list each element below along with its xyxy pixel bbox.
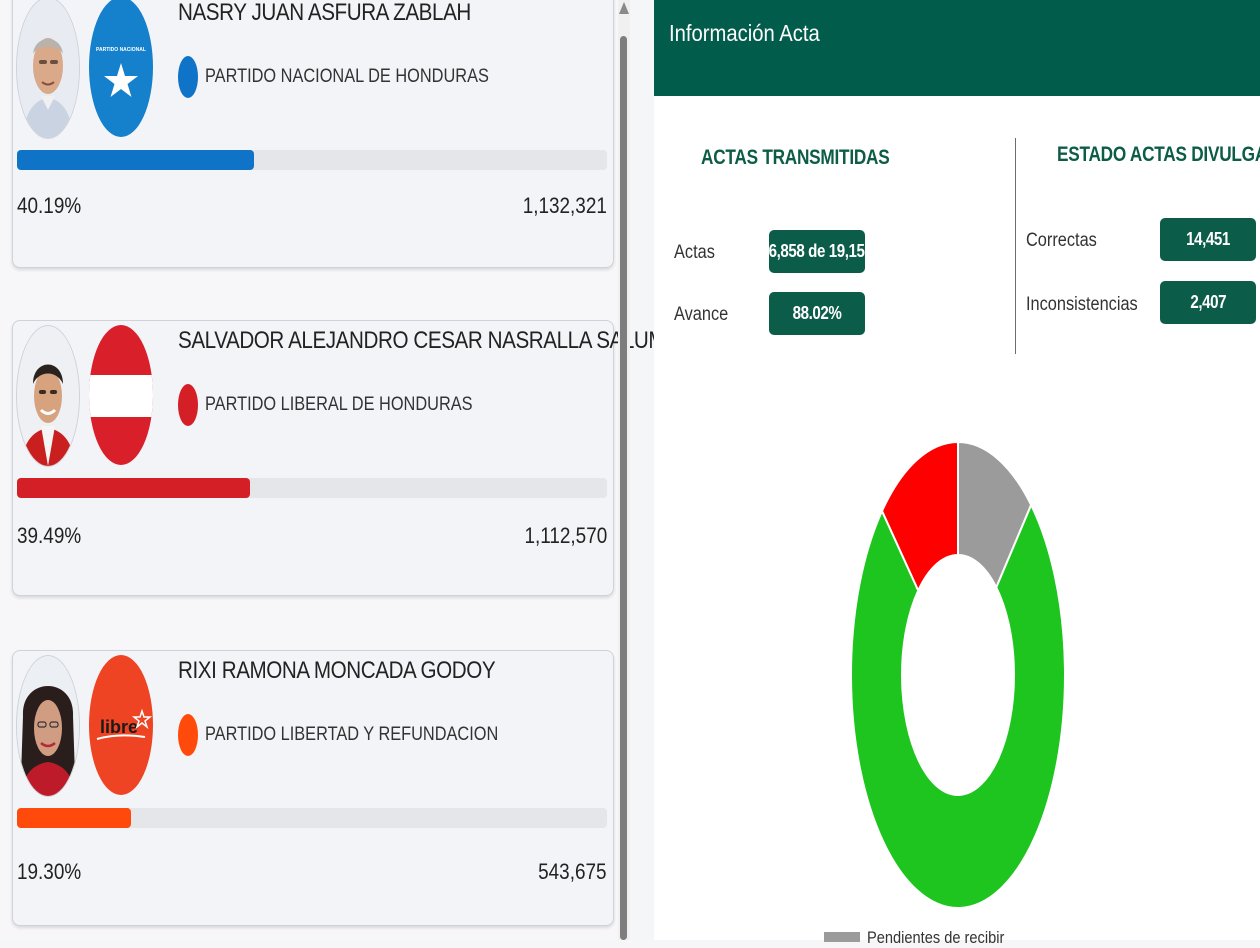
party-logo-libre: libre xyxy=(89,655,153,795)
vote-progress-fill xyxy=(17,478,250,498)
actas-label: Actas xyxy=(674,242,715,263)
correctas-value-badge: 14,451 xyxy=(1160,218,1256,261)
candidate-name: RIXI RAMONA MONCADA GODOY xyxy=(178,657,496,684)
scrollbar[interactable] xyxy=(618,0,630,940)
vote-progress-bar xyxy=(17,808,607,828)
actas-transmitidas-title: ACTAS TRANSMITIDAS xyxy=(701,146,890,169)
vote-percent: 39.49% xyxy=(17,523,82,548)
vote-percent: 19.30% xyxy=(17,859,82,884)
candidate-photo xyxy=(16,655,80,797)
scroll-up-arrow-icon[interactable] xyxy=(619,2,629,14)
candidate-name: NASRY JUAN ASFURA ZABLAH xyxy=(178,0,471,26)
candidate-portrait-icon xyxy=(17,326,79,466)
libre-logo-icon: libre xyxy=(89,655,153,795)
vote-progress-bar xyxy=(17,478,607,498)
avance-label: Avance xyxy=(674,304,729,325)
correctas-value: 14,451 xyxy=(1186,229,1230,249)
actas-value: 16,858 de 19,152 xyxy=(761,241,873,261)
info-acta-panel: Información Acta ACTAS TRANSMITIDAS Acta… xyxy=(654,0,1260,947)
flag-logo-icon xyxy=(89,325,153,465)
party-name: PARTIDO LIBERTAD Y REFUNDACION xyxy=(205,724,499,745)
legend-label-pendientes: Pendientes de recibir xyxy=(867,928,1005,947)
party-logo-nacional: PARTIDO NACIONAL xyxy=(89,0,153,137)
party-name: PARTIDO NACIONAL DE HONDURAS xyxy=(205,66,489,87)
vote-percent: 40.19% xyxy=(17,193,82,218)
actas-donut-chart xyxy=(850,440,1066,909)
scrollbar-thumb[interactable] xyxy=(620,36,627,940)
legend-swatch-pendientes xyxy=(824,932,860,942)
actas-value-badge: 16,858 de 19,152 xyxy=(761,230,873,273)
party-color-dot xyxy=(178,714,198,756)
candidate-name: SALVADOR ALEJANDRO CESAR NASRALLA SALUM xyxy=(178,327,666,354)
donut-segment-correctas[interactable] xyxy=(850,502,1066,909)
candidate-card-nasralla[interactable]: SALVADOR ALEJANDRO CESAR NASRALLA SALUM … xyxy=(12,320,666,596)
vote-progress-fill xyxy=(17,150,255,170)
vote-count: 1,112,570 xyxy=(524,523,607,548)
candidate-portrait-icon xyxy=(17,0,79,138)
avance-value-badge: 88.02% xyxy=(769,292,865,335)
party-logo-liberal xyxy=(89,325,153,465)
candidates-panel: PARTIDO NACIONAL NASRY JUAN ASFURA ZABLA… xyxy=(0,0,666,940)
vote-progress-bar xyxy=(17,150,607,170)
candidate-photo xyxy=(16,325,80,467)
candidate-portrait-icon xyxy=(17,656,79,796)
candidate-card-asfura[interactable]: PARTIDO NACIONAL NASRY JUAN ASFURA ZABLA… xyxy=(12,0,614,268)
party-logo-text: libre xyxy=(100,717,138,737)
info-title: Información Acta xyxy=(669,20,820,46)
section-divider xyxy=(1015,138,1016,354)
avance-value: 88.02% xyxy=(792,303,842,323)
star-logo-icon: PARTIDO NACIONAL xyxy=(89,0,153,137)
correctas-label: Correctas xyxy=(1026,230,1097,251)
vote-count: 1,132,321 xyxy=(522,193,607,218)
inconsistencias-value: 2,407 xyxy=(1190,292,1226,312)
party-color-dot xyxy=(178,56,198,98)
party-logo-text: PARTIDO NACIONAL xyxy=(96,47,146,53)
vote-progress-fill xyxy=(17,808,131,828)
party-name: PARTIDO LIBERAL DE HONDURAS xyxy=(205,394,473,415)
candidate-photo xyxy=(16,0,80,139)
vote-count: 543,675 xyxy=(538,859,607,884)
party-color-dot xyxy=(178,384,198,426)
candidate-card-moncada[interactable]: libre RIXI RAMONA MONCADA GODOY PARTIDO … xyxy=(12,650,614,926)
inconsistencias-label: Inconsistencias xyxy=(1026,294,1138,315)
donut-segment-inconsistencias[interactable] xyxy=(880,440,959,593)
estado-actas-title: ESTADO ACTAS DIVULGADAS xyxy=(1057,143,1260,166)
inconsistencias-value-badge: 2,407 xyxy=(1160,281,1256,324)
info-header: Información Acta xyxy=(654,0,1260,96)
